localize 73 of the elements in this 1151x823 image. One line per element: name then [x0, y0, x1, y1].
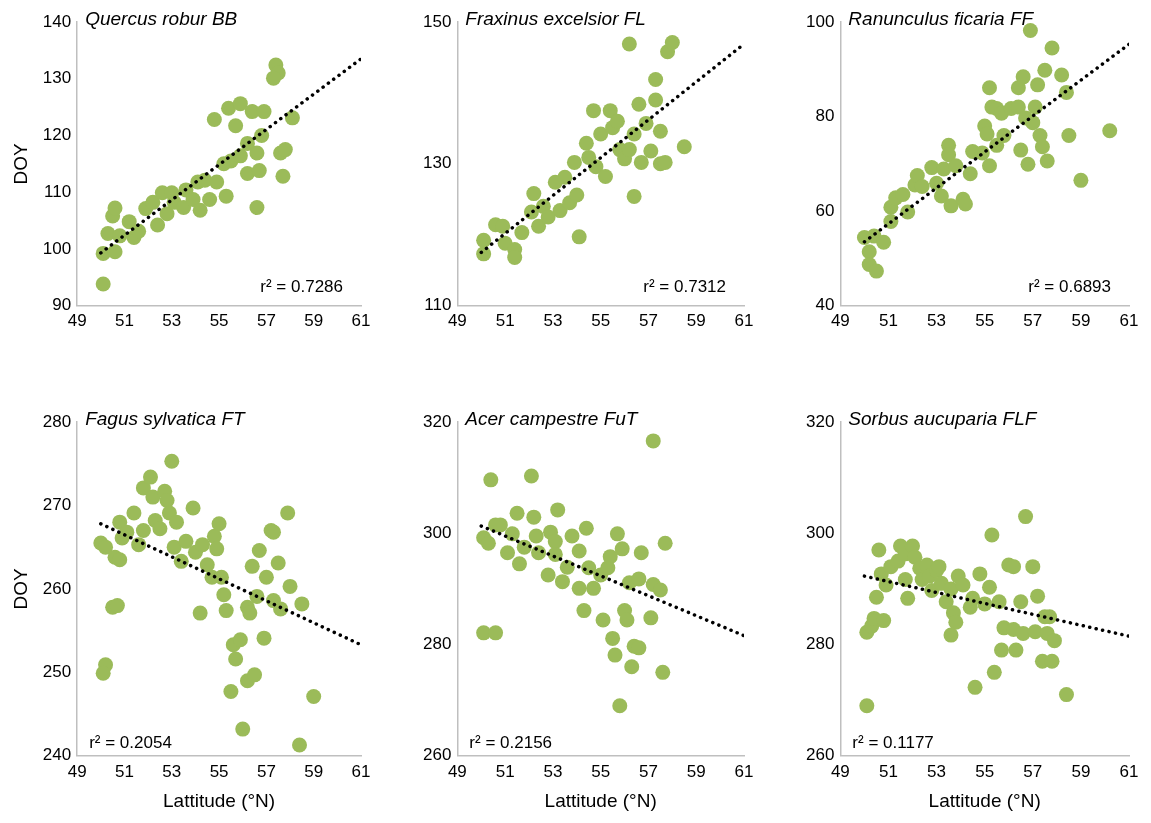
x-tick-label: 53 — [162, 761, 182, 781]
x-tick-label: 61 — [351, 761, 371, 781]
x-tick-label: 61 — [351, 311, 371, 331]
x-tick-label: 59 — [686, 311, 706, 331]
x-tick-label: 51 — [115, 761, 134, 781]
y-tick-label: 140 — [42, 11, 72, 31]
y-tick-label: 80 — [815, 106, 835, 126]
x-tick-label: 55 — [209, 311, 229, 331]
x-tick-label: 57 — [256, 311, 276, 331]
y-tick-label: 110 — [44, 181, 72, 201]
y-tick-label: 320 — [805, 411, 835, 431]
annotation: r² = 0.7312 — [643, 276, 726, 296]
x-axis-title: Lattitude (°N) — [544, 789, 657, 811]
annotation: r² = 0.1177 — [852, 732, 934, 752]
x-tick-label: 59 — [686, 761, 706, 781]
x-tick-label: 51 — [879, 761, 898, 781]
y-tick-label: 280 — [422, 634, 452, 654]
chart-title: Acer campestre FuT — [464, 407, 639, 429]
y-tick-label: 300 — [805, 522, 835, 542]
chart-title: Ranunculus ficaria FF — [848, 7, 1035, 29]
x-tick-label: 57 — [638, 761, 658, 781]
y-tick-label: 280 — [42, 411, 72, 431]
chart-title: Quercus robur BB — [85, 7, 238, 29]
x-tick-label: 51 — [495, 311, 515, 331]
y-tick-label: 270 — [42, 495, 72, 515]
x-tick-label: 59 — [1071, 761, 1091, 781]
y-tick-label: 60 — [815, 200, 835, 220]
annotation: r² = 0.2156 — [469, 732, 553, 752]
y-tick-label: 130 — [42, 68, 72, 88]
x-tick-label: 55 — [975, 761, 995, 781]
x-tick-label: 57 — [1023, 761, 1043, 781]
y-axis-title: DOY — [9, 142, 31, 185]
y-tick-label: 320 — [422, 411, 452, 431]
x-tick-label: 55 — [975, 311, 995, 331]
y-tick-label: 120 — [42, 125, 72, 145]
x-tick-label: 61 — [734, 311, 754, 331]
x-tick-label: 61 — [734, 761, 754, 781]
x-tick-label: 51 — [115, 311, 134, 331]
y-tick-label: 280 — [805, 634, 835, 654]
x-tick-label: 57 — [256, 761, 276, 781]
x-tick-label: 53 — [927, 311, 947, 331]
y-tick-label: 100 — [805, 11, 835, 31]
x-tick-label: 57 — [1023, 311, 1043, 331]
x-tick-label: 53 — [543, 761, 563, 781]
x-axis-title: Lattitude (°N) — [928, 789, 1041, 811]
x-tick-label: 53 — [543, 311, 563, 331]
x-tick-label: 57 — [638, 311, 658, 331]
x-tick-label: 59 — [304, 761, 324, 781]
y-tick-label: 100 — [42, 238, 72, 258]
x-tick-label: 61 — [1119, 311, 1139, 331]
y-tick-label: 150 — [422, 11, 452, 31]
x-tick-label: 51 — [879, 311, 898, 331]
x-axis-title: Lattitude (°N) — [163, 789, 276, 811]
annotation: r² = 0.6893 — [1028, 276, 1111, 296]
x-tick-label: 53 — [927, 761, 947, 781]
annotation: r² = 0.2054 — [89, 732, 172, 752]
x-tick-label: 59 — [1071, 311, 1091, 331]
y-tick-label: 300 — [422, 522, 452, 542]
x-tick-label: 53 — [162, 311, 182, 331]
x-tick-label: 59 — [304, 311, 324, 331]
y-axis-title: DOY — [9, 567, 31, 610]
chart-title: Fagus sylvatica FT — [85, 407, 246, 429]
x-tick-label: 55 — [591, 761, 611, 781]
x-tick-label: 55 — [591, 311, 611, 331]
chart-title: Fraxinus excelsior FL — [465, 7, 646, 29]
x-tick-label: 51 — [495, 761, 515, 781]
y-tick-label: 250 — [42, 662, 72, 682]
annotation: r² = 0.7286 — [260, 276, 343, 296]
x-tick-label: 55 — [209, 761, 229, 781]
x-tick-label: 61 — [1119, 761, 1139, 781]
y-tick-label: 260 — [42, 578, 72, 598]
chart-title: Sorbus aucuparia FLF — [848, 407, 1038, 429]
y-tick-label: 130 — [422, 153, 452, 173]
